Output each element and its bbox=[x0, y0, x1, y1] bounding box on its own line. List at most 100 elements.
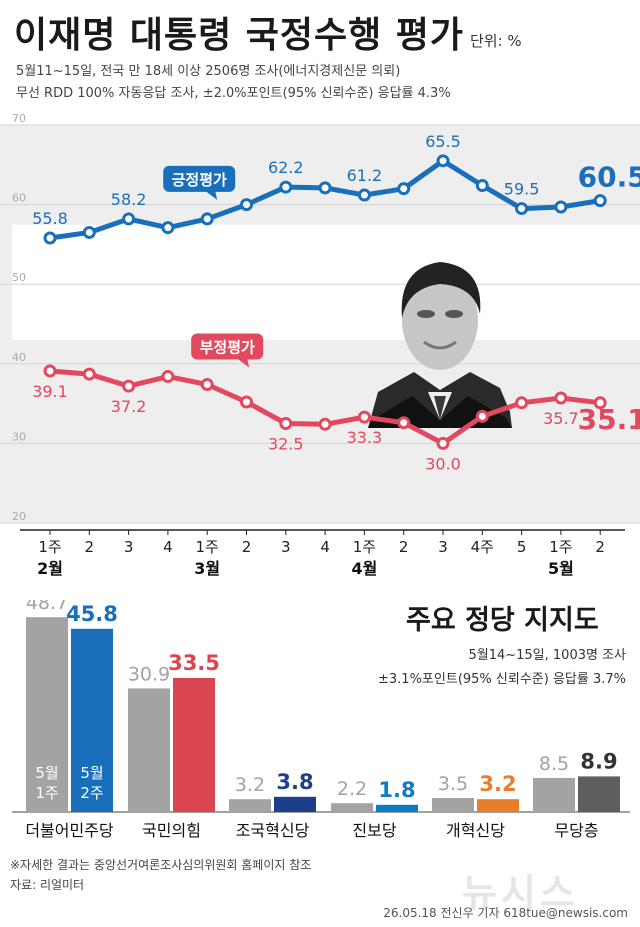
data-label: 35.7 bbox=[543, 409, 579, 428]
source-label: 자료: 리얼미터 bbox=[10, 878, 85, 892]
data-label: 32.5 bbox=[268, 435, 304, 454]
data-point bbox=[475, 178, 489, 192]
party-bars: 48.745.8 더불어민주당 30.933.5 국민의힘 3.2 3.8 조국혁신당 2.2… bbox=[12, 600, 630, 840]
survey-info-line1: 5월11~15일, 전국 만 18세 이상 2506명 조사(에너지경제신문 의… bbox=[16, 64, 401, 79]
party-section-title: 주요 정당 지지도 bbox=[406, 605, 599, 636]
data-point bbox=[200, 212, 214, 226]
bar-value-previous: 30.9 bbox=[128, 663, 170, 685]
party-name-label: 개혁신당 bbox=[446, 821, 505, 840]
bar-previous bbox=[432, 798, 474, 812]
plot-inner-band bbox=[12, 224, 640, 340]
x-tick-label: 4주 bbox=[471, 538, 494, 556]
data-label: 39.1 bbox=[32, 382, 68, 401]
data-point bbox=[436, 154, 450, 168]
bar-current bbox=[376, 804, 418, 812]
week-label: 1주 bbox=[35, 784, 58, 802]
week-label: 5월 bbox=[80, 764, 103, 782]
data-point bbox=[554, 200, 568, 214]
bar-previous bbox=[26, 617, 68, 812]
series-name-label: 긍정평가 bbox=[172, 171, 227, 189]
data-point bbox=[43, 231, 57, 245]
footnote: ※자세한 결과는 중앙선거여론조사심의위원회 홈페이지 참조 bbox=[10, 858, 312, 872]
x-tick-label: 1주 bbox=[353, 538, 376, 556]
bar-current bbox=[477, 799, 519, 812]
month-label: 3월 bbox=[194, 559, 220, 578]
approval-x-axis: 1주 2 3 4 1주 2 3 4 1주 2 3 4주 5 1주 2 2월 3월 4월 5월 bbox=[20, 529, 625, 578]
x-tick-label: 2 bbox=[85, 538, 95, 556]
x-tick-label: 3 bbox=[438, 538, 448, 556]
data-label: 33.3 bbox=[347, 428, 383, 447]
data-point bbox=[475, 409, 489, 423]
credit-label: 26.05.18 전신우 기자 618tue@newsis.com bbox=[383, 906, 628, 920]
data-point bbox=[593, 194, 607, 208]
bar-current bbox=[578, 776, 620, 812]
x-tick-label: 4 bbox=[320, 538, 330, 556]
bar-previous bbox=[533, 778, 575, 812]
bar-value-current: 45.8 bbox=[66, 602, 118, 626]
data-point bbox=[397, 182, 411, 196]
series-tag-pointer bbox=[205, 190, 218, 200]
x-tick-label: 1주 bbox=[196, 538, 219, 556]
y-tick-label: 50 bbox=[12, 271, 26, 284]
bar-previous bbox=[128, 688, 170, 812]
x-tick-label: 4 bbox=[163, 538, 173, 556]
data-point bbox=[554, 391, 568, 405]
party-support-bar-chart: 48.745.8 더불어민주당 30.933.5 국민의힘 3.2 3.8 조국혁신당 2.2… bbox=[12, 600, 630, 840]
bar-previous bbox=[331, 803, 373, 812]
data-label: 30.0 bbox=[425, 454, 461, 473]
data-point bbox=[240, 198, 253, 212]
x-tick-label: 1주 bbox=[38, 538, 61, 556]
data-label: 62.2 bbox=[268, 158, 304, 177]
data-label: 58.2 bbox=[111, 190, 147, 209]
data-point bbox=[161, 221, 175, 235]
data-point bbox=[43, 364, 57, 378]
bar-value-previous: 3.2 bbox=[235, 774, 265, 796]
bar-current bbox=[274, 796, 316, 812]
bar-value-current: 33.5 bbox=[168, 651, 220, 675]
data-label: 60.5 bbox=[578, 161, 640, 194]
series-tag-box bbox=[191, 333, 264, 360]
data-label: 35.1 bbox=[578, 403, 640, 436]
month-label: 2월 bbox=[37, 559, 63, 578]
page-title: 이재명 대통령 국정수행 평가 bbox=[14, 15, 465, 56]
month-label: 4월 bbox=[351, 559, 377, 578]
party-name-label: 무당층 bbox=[554, 821, 598, 840]
bar-value-previous: 8.5 bbox=[539, 753, 569, 775]
newsis-logo: 뉴시스 bbox=[462, 871, 579, 915]
data-point bbox=[357, 188, 371, 202]
data-point bbox=[82, 367, 96, 381]
data-label: 37.2 bbox=[111, 397, 147, 416]
bar-value-previous: 3.5 bbox=[438, 773, 468, 795]
bar-current bbox=[173, 678, 215, 812]
data-point bbox=[436, 436, 450, 450]
data-label: 61.2 bbox=[347, 166, 383, 185]
approval-series: 55.8 58.2 62.2 61.2 65.5 59.5 60.5 긍정평가 39.1 37.2… bbox=[32, 132, 640, 474]
x-tick-label: 2 bbox=[595, 538, 605, 556]
data-point bbox=[318, 417, 332, 431]
party-name-label: 더불어민주당 bbox=[25, 821, 114, 840]
bar-value-current: 3.8 bbox=[276, 770, 313, 794]
bar-value-current: 8.9 bbox=[580, 749, 617, 773]
data-point bbox=[357, 410, 371, 424]
party-survey-line2: ±3.1%포인트(95% 신뢰수준) 응답률 3.7% bbox=[378, 672, 626, 687]
data-point bbox=[279, 180, 293, 194]
bar-value-previous: 48.7 bbox=[26, 600, 68, 614]
bar-value-previous: 2.2 bbox=[337, 778, 367, 800]
series-name-label: 부정평가 bbox=[200, 338, 255, 356]
y-tick-label: 20 bbox=[12, 510, 26, 523]
bar-value-current: 3.2 bbox=[479, 772, 516, 796]
president-photo bbox=[368, 262, 512, 428]
x-tick-label: 3 bbox=[124, 538, 134, 556]
data-label: 59.5 bbox=[504, 180, 540, 199]
data-point bbox=[122, 212, 136, 226]
bar-previous bbox=[229, 799, 271, 812]
survey-info-line2: 무선 RDD 100% 자동응답 조사, ±2.0%포인트(95% 신뢰수준) … bbox=[16, 86, 451, 101]
x-tick-label: 2 bbox=[399, 538, 409, 556]
series-tag-pointer bbox=[237, 358, 250, 368]
data-label: 65.5 bbox=[425, 132, 461, 151]
party-survey-line1: 5월14~15일, 1003명 조사 bbox=[468, 648, 626, 663]
data-point bbox=[240, 395, 253, 409]
y-tick-label: 60 bbox=[12, 192, 26, 205]
approval-grid: 20 30 40 50 60 70 bbox=[0, 112, 640, 524]
party-name-label: 국민의힘 bbox=[142, 821, 201, 840]
